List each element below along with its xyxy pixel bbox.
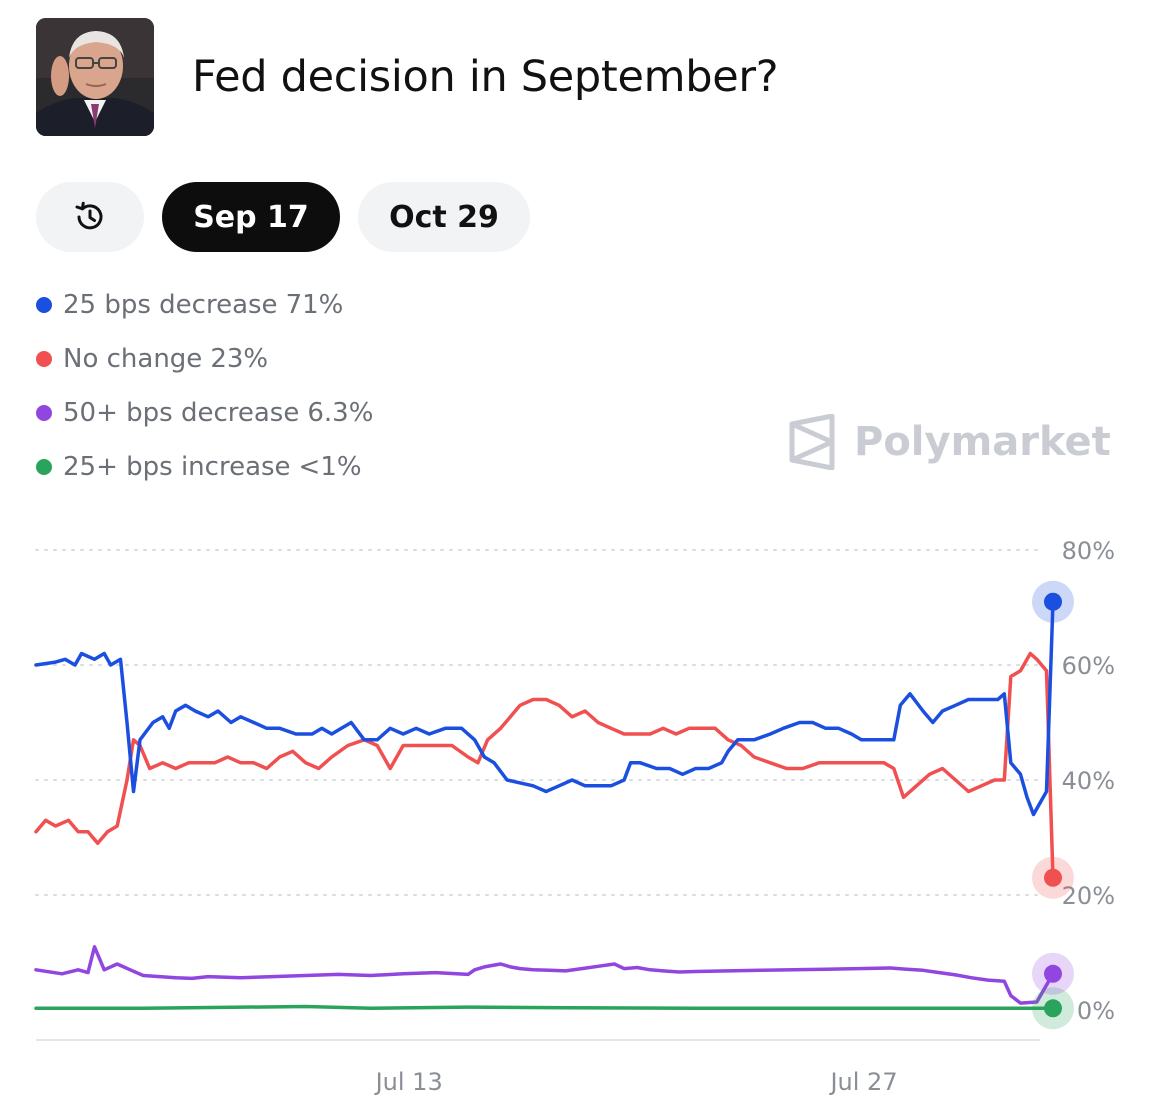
y-tick-label: 60% (1062, 652, 1115, 680)
date-tabs: Sep 17 Oct 29 (36, 182, 530, 252)
chart-legend: 25 bps decrease 71% No change 23% 50+ bp… (36, 278, 373, 494)
legend-item: 50+ bps decrease 6.3% (36, 386, 373, 440)
legend-dot (36, 351, 52, 367)
legend-value: 71% (285, 290, 344, 320)
polymarket-logo-icon (789, 414, 835, 470)
series-end-point[interactable] (1043, 868, 1062, 887)
legend-label: 50+ bps decrease (63, 398, 300, 428)
x-tick-label: Jul 27 (828, 1068, 897, 1096)
tab-oct-29[interactable]: Oct 29 (358, 182, 530, 252)
history-button[interactable] (36, 182, 144, 252)
series-line (34, 651, 1055, 880)
series-line (34, 945, 1055, 1005)
legend-item: 25 bps decrease 71% (36, 278, 373, 332)
series-end-point[interactable] (1043, 592, 1062, 611)
legend-item: No change 23% (36, 332, 373, 386)
y-tick-label: 20% (1062, 882, 1115, 910)
market-header: Fed decision in September? (36, 18, 779, 136)
portrait-image (36, 18, 154, 136)
legend-value: 23% (210, 344, 269, 374)
history-icon (75, 201, 103, 230)
y-tick-label: 40% (1062, 767, 1115, 795)
y-tick-label: 80% (1062, 537, 1115, 565)
legend-item: 25+ bps increase <1% (36, 440, 373, 494)
legend-label: 25+ bps increase (63, 452, 291, 482)
series-end-point[interactable] (1043, 964, 1062, 983)
series-line (34, 1004, 1055, 1011)
legend-dot (36, 405, 52, 421)
legend-label: 25 bps decrease (63, 290, 278, 320)
legend-dot (36, 459, 52, 475)
legend-value: <1% (298, 452, 362, 482)
tab-sep-17[interactable]: Sep 17 (162, 182, 340, 252)
brand-watermark: Polymarket (788, 414, 1111, 470)
series-end-point[interactable] (1043, 999, 1062, 1018)
legend-value: 6.3% (307, 398, 374, 428)
legend-label: No change (63, 344, 203, 374)
series-line (34, 600, 1055, 817)
avatar (36, 18, 154, 136)
brand-name: Polymarket (854, 419, 1111, 465)
legend-dot (36, 297, 52, 313)
y-tick-label: 0% (1077, 997, 1115, 1025)
page-title: Fed decision in September? (192, 52, 779, 102)
x-tick-label: Jul 13 (374, 1068, 443, 1096)
